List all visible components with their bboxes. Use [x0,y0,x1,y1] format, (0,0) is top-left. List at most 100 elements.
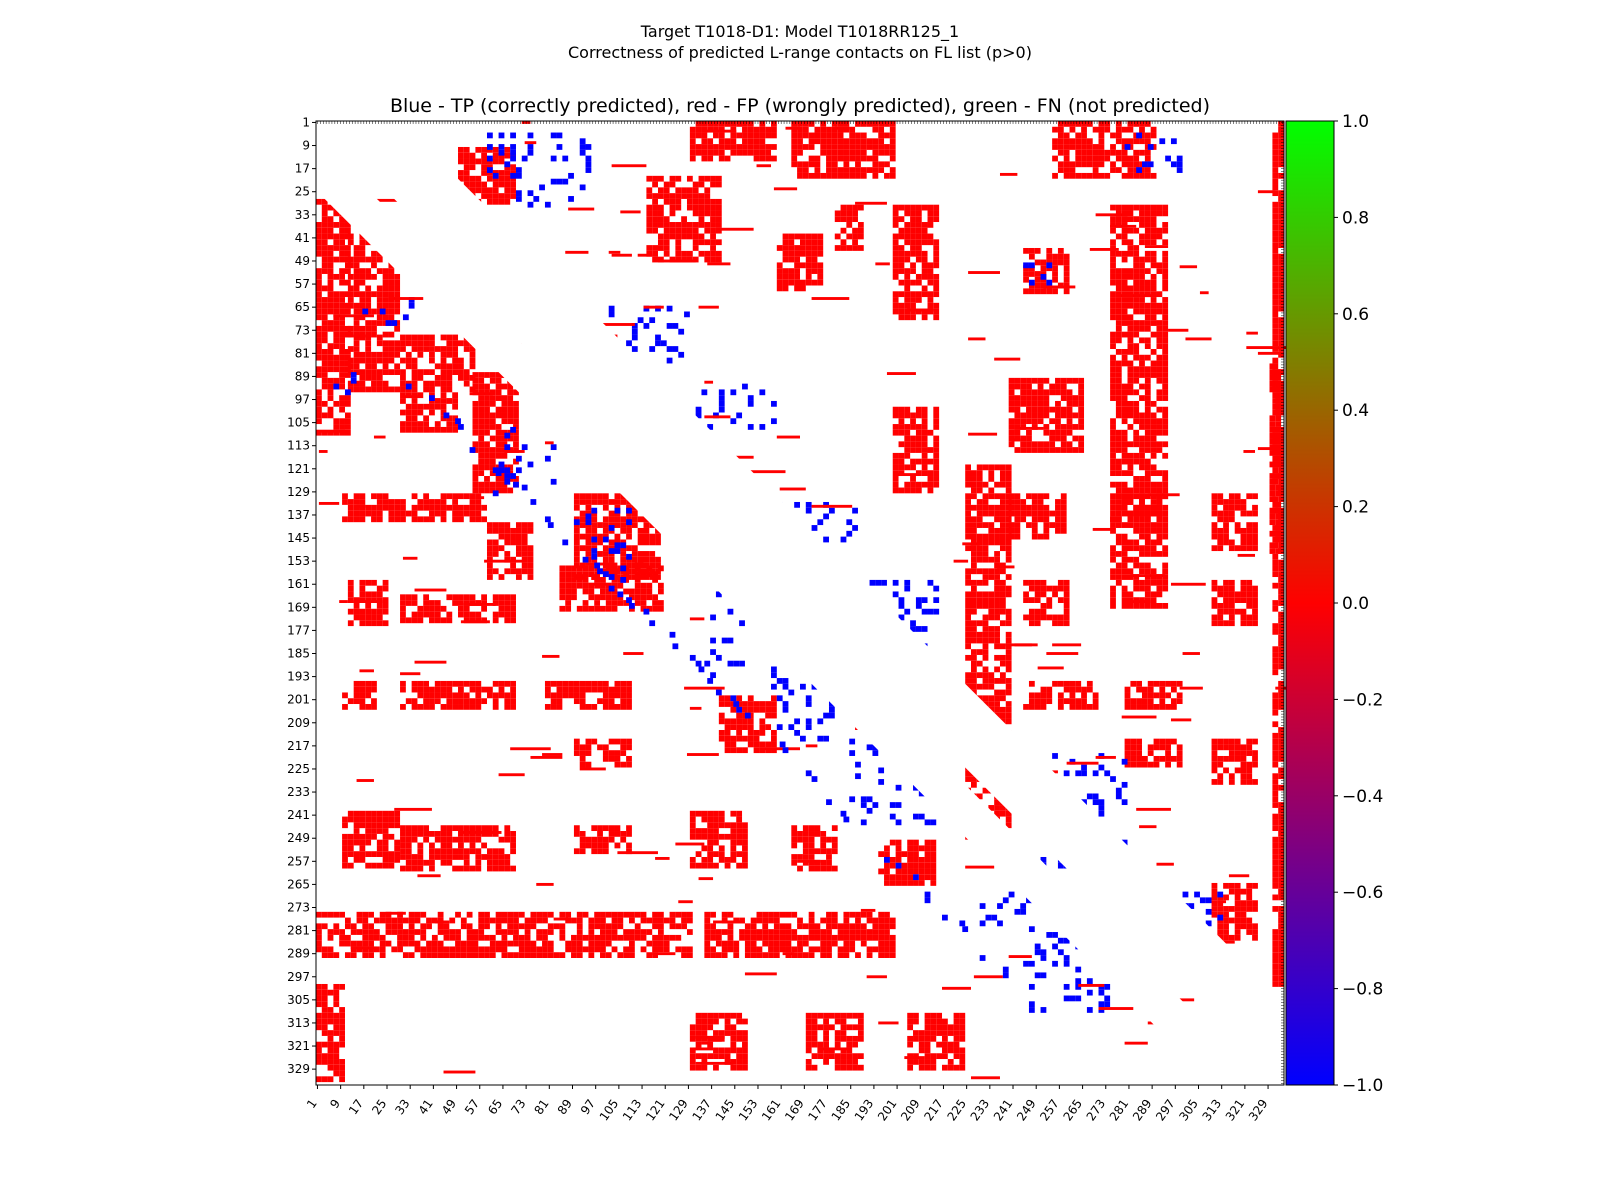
fp-cell [915,429,922,436]
fp-cell [1278,253,1284,260]
fp-cell [1115,149,1122,156]
fp-cell [718,735,725,742]
fp-cell [536,911,543,918]
fp-cell [1240,888,1247,895]
fp-cell [463,848,470,855]
fp-cell [1278,461,1284,468]
fp-cell [515,522,522,528]
fp-cell [423,415,430,422]
fp-cell [866,144,873,150]
fp-cell [1127,441,1134,448]
fp-cell [365,346,372,352]
fp-cell [820,132,827,139]
fp-cell [458,600,464,606]
fp-cell [1269,421,1276,427]
fp-cell [434,680,441,687]
fp-cell [321,995,328,1002]
fp-cell [930,851,937,857]
fp-cell [927,262,934,269]
fp-cell [316,1041,322,1048]
fp-cell [1162,389,1169,396]
fp-cell [611,582,618,589]
fp-cell [417,403,424,410]
fp-cell [811,268,818,274]
fp-cell [1092,155,1099,162]
fp-cell [733,917,740,924]
fp-cell [857,1024,864,1031]
fp-cell [423,825,430,832]
fp-cell [347,585,354,592]
fp-cell [1136,686,1142,693]
fp-cell [513,940,519,947]
fp-cell [1104,155,1111,162]
fp-cell [321,198,328,205]
fp-cell [365,351,372,358]
fp-cell [327,279,334,286]
fp-cell [1121,429,1128,436]
fp-cell [1272,403,1279,410]
fp-cell [347,302,354,309]
fp-cell [855,149,861,156]
fp-cell [1234,499,1241,505]
fp-cell [814,929,821,935]
fp-cell [915,435,922,442]
fp-cell [333,273,340,280]
fp-cell [701,1053,708,1060]
fp-cell [797,144,803,150]
fp-cell [771,735,777,742]
fp-cell [486,527,493,534]
fp-cell [889,934,896,941]
fp-cell [1234,888,1241,895]
fp-cell [640,600,647,606]
fp-cell [576,582,583,589]
fp-cell [353,279,360,286]
fp-cell [1240,527,1247,534]
fp-cell [1252,527,1258,534]
fp-cell [834,233,841,240]
fp-cell [924,868,931,875]
fp-cell [376,268,383,274]
fp-cell [802,848,809,855]
fp-cell [405,698,412,705]
fp-cell [652,923,658,930]
fp-cell [1055,389,1061,396]
fp-cell [353,698,360,705]
fp-cell [400,611,406,618]
fp-cell [478,917,485,924]
fp-cell [747,706,754,713]
fp-cell [507,923,514,930]
fp-cell [910,481,916,488]
fp-cell [446,831,453,837]
fp-cell [353,386,360,393]
fp-cell [1153,755,1160,762]
fp-cell [689,155,696,162]
fp-cell [649,562,656,569]
fp-cell [657,204,664,211]
fp-cell [715,952,722,958]
fp-cell [321,250,328,257]
fp-cell [1115,302,1122,309]
fp-cell [423,403,430,410]
fp-cell [1133,155,1140,162]
fp-cell [782,268,789,274]
fp-cell [808,121,815,127]
fp-cell [353,839,360,846]
fp-cell [747,144,754,150]
fp-cell [852,210,858,217]
fp-cell [423,594,430,601]
fp-cell [437,940,444,947]
fp-cell [904,447,911,453]
fp-cell [695,828,702,834]
fp-cell [544,692,551,699]
fp-cell [339,245,345,251]
fp-cell [1234,608,1241,615]
fp-cell [797,167,803,173]
fp-cell [692,239,699,246]
fp-cell [933,447,940,453]
fp-cell [426,946,432,953]
fp-cell [675,256,682,263]
fp-cell [669,227,676,234]
fp-cell [1075,132,1082,139]
fp-cell [562,680,569,687]
fp-cell [446,346,453,352]
